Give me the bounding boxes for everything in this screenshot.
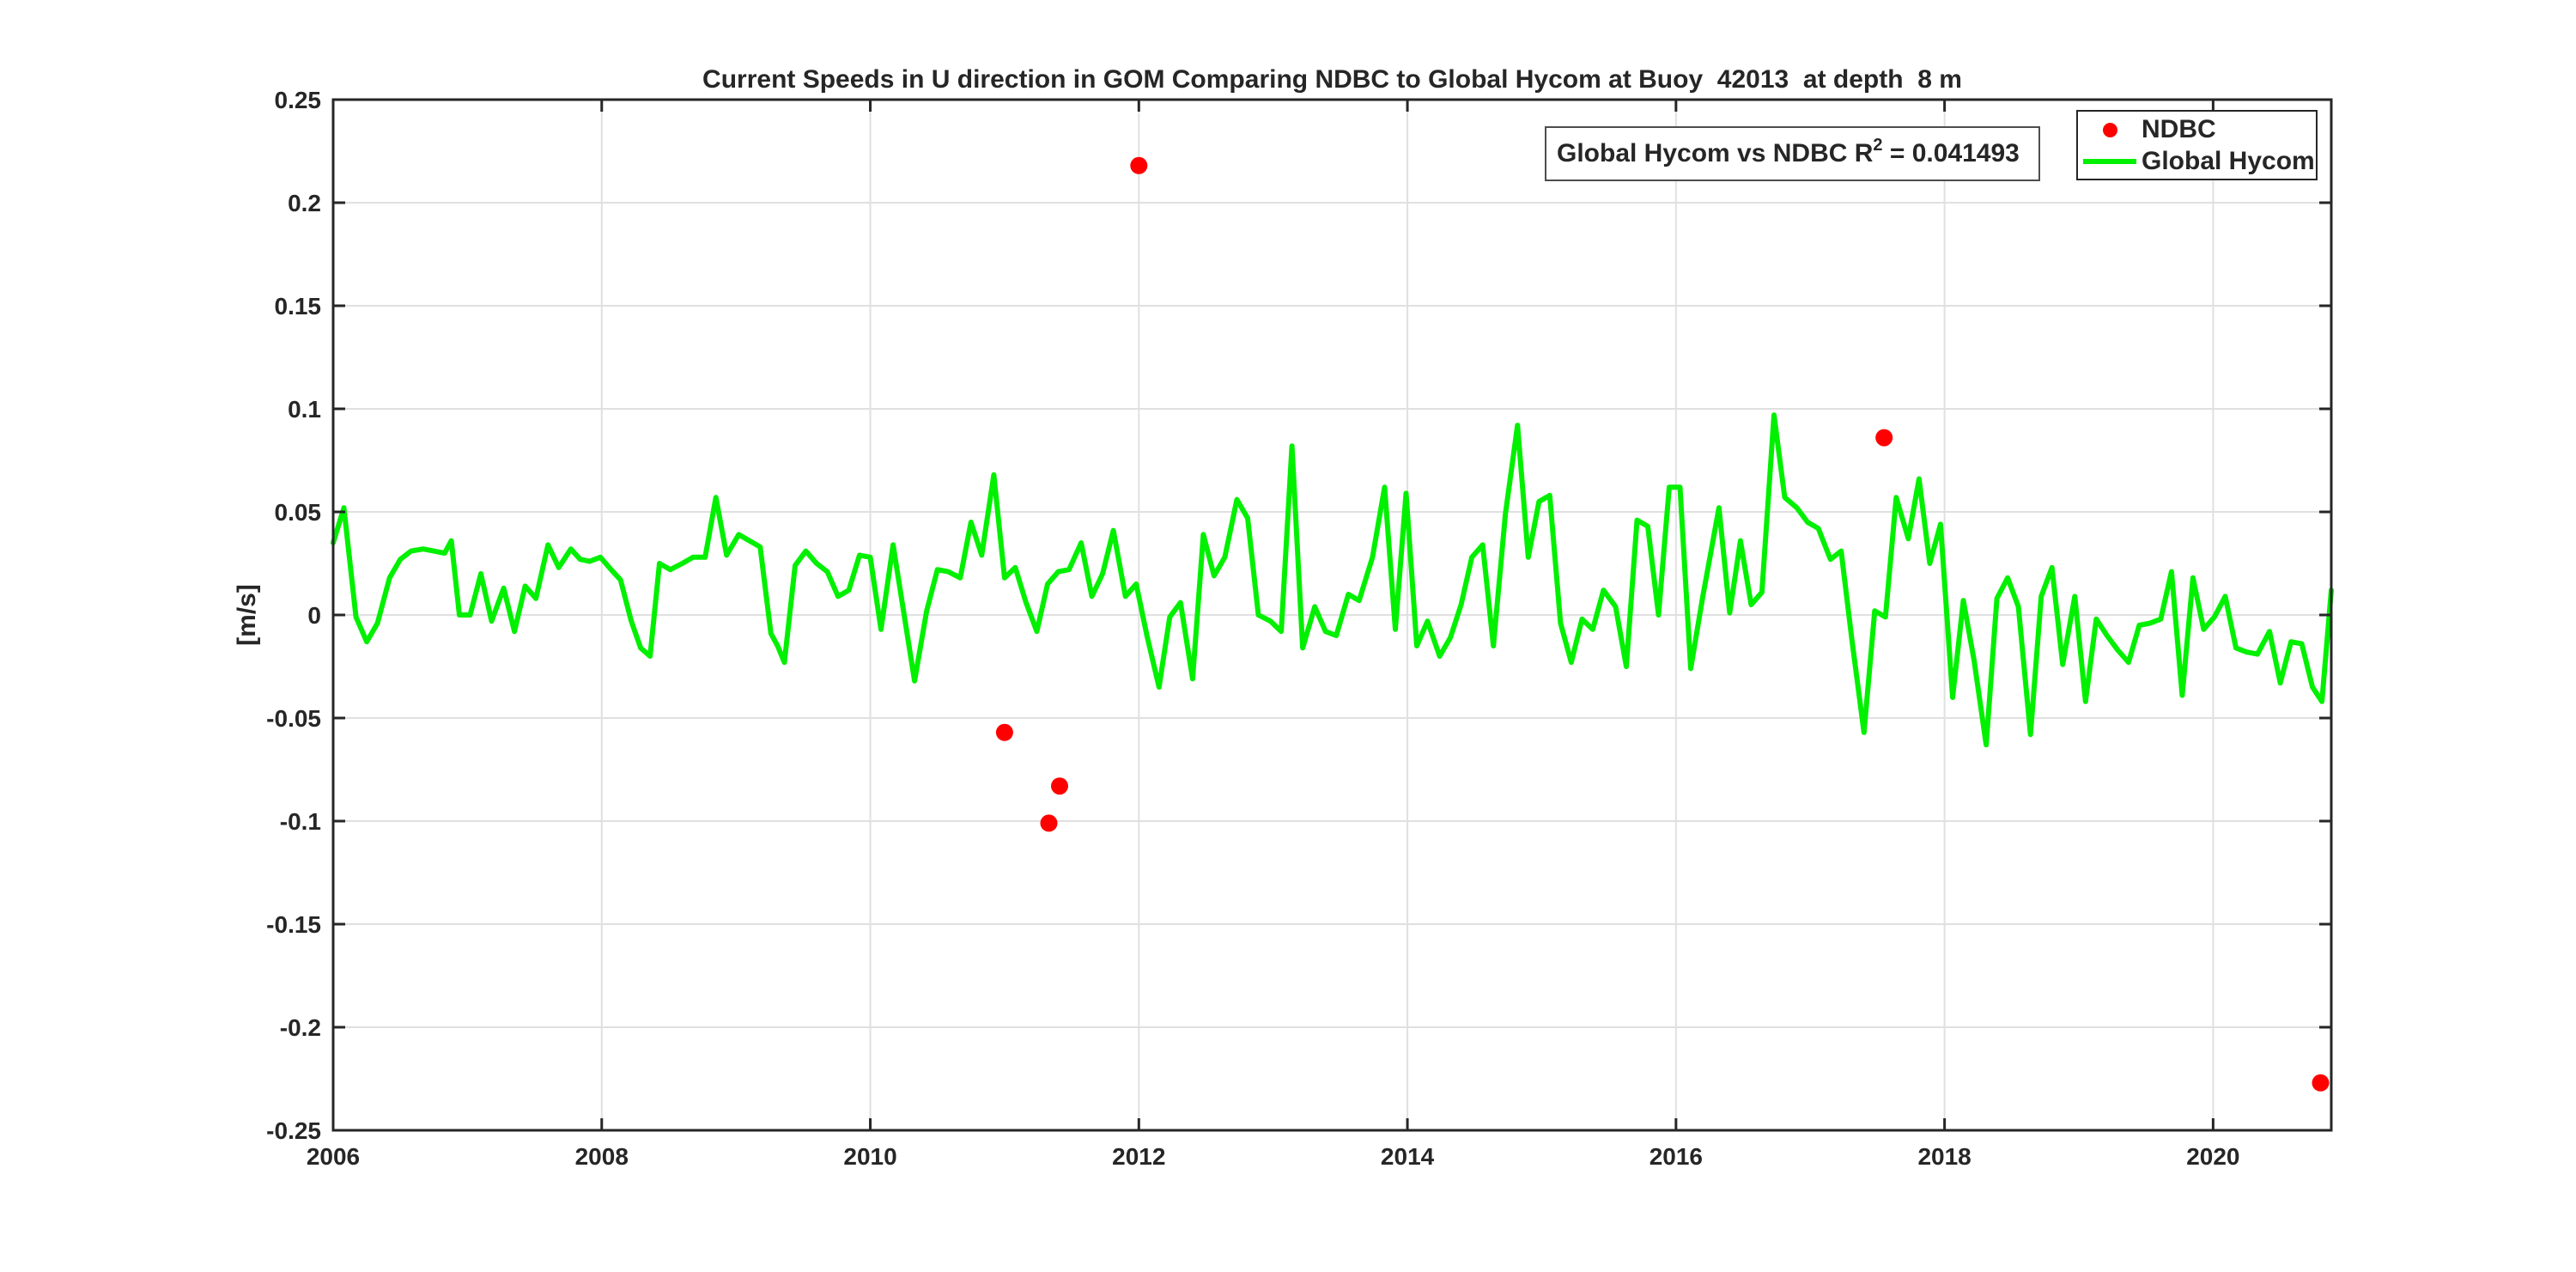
y-tick-label: 0.05: [275, 499, 322, 526]
r-squared-text-suffix: = 0.041493: [1882, 139, 2020, 167]
ndbc-point: [1875, 429, 1893, 447]
ndbc-point: [995, 723, 1013, 741]
x-tick-label: 2016: [1649, 1143, 1703, 1170]
ndbc-marker-icon: [2102, 122, 2117, 137]
x-tick-label: 2020: [2186, 1143, 2239, 1170]
y-tick-label: -0.1: [280, 808, 321, 835]
global-hycom-marker-icon: [2083, 159, 2136, 164]
legend-item-ndbc: NDBC: [2078, 114, 2216, 145]
y-tick-label: -0.25: [266, 1117, 321, 1144]
r-squared-text-prefix: Global Hycom vs NDBC R: [1557, 139, 1874, 167]
ndbc-point: [1040, 814, 1058, 832]
y-axis-label: [m/s]: [233, 584, 261, 646]
legend: NDBC Global Hycom: [2076, 110, 2318, 180]
legend-marker-cell: [2078, 122, 2142, 137]
legend-label-ndbc: NDBC: [2142, 115, 2216, 143]
chart-title: Current Speeds in U direction in GOM Com…: [702, 65, 1962, 94]
ndbc-point: [2312, 1074, 2330, 1092]
x-tick-label: 2010: [843, 1143, 896, 1170]
y-tick-label: -0.05: [266, 705, 321, 732]
y-tick-label: 0: [307, 602, 321, 629]
legend-label-global-hycom: Global Hycom: [2142, 147, 2315, 175]
global-hycom-line: [331, 412, 2334, 748]
x-tick-label: 2014: [1381, 1143, 1435, 1170]
y-tick-label: 0.15: [275, 293, 322, 320]
y-tick-label: 0.25: [275, 87, 322, 113]
x-tick-label: 2018: [1917, 1143, 1971, 1170]
x-tick-label: 2008: [575, 1143, 629, 1170]
legend-item-global-hycom: Global Hycom: [2078, 146, 2315, 177]
x-tick-label: 2006: [307, 1143, 360, 1170]
y-tick-label: -0.15: [266, 911, 321, 938]
ndbc-point: [1051, 777, 1068, 795]
ndbc-point: [1130, 156, 1148, 174]
legend-marker-cell: [2078, 159, 2142, 164]
y-tick-label: 0.2: [288, 190, 321, 216]
y-tick-label: 0.1: [288, 396, 321, 423]
y-tick-label: -0.2: [280, 1014, 321, 1041]
x-tick-label: 2012: [1112, 1143, 1165, 1170]
